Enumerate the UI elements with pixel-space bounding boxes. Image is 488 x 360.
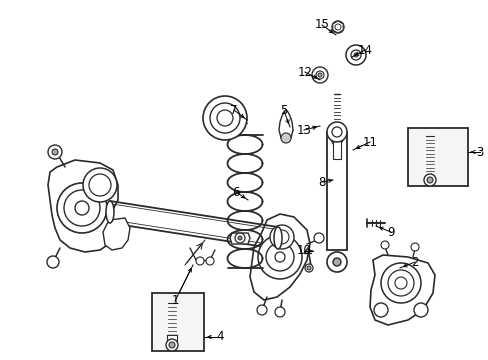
Ellipse shape xyxy=(273,227,282,249)
Circle shape xyxy=(235,233,244,243)
Polygon shape xyxy=(279,110,292,138)
Bar xyxy=(332,129,340,159)
Circle shape xyxy=(274,252,285,262)
Circle shape xyxy=(326,122,346,142)
Circle shape xyxy=(380,241,388,249)
Polygon shape xyxy=(229,233,249,244)
Circle shape xyxy=(373,303,387,317)
Circle shape xyxy=(169,342,175,348)
Circle shape xyxy=(387,270,413,296)
Text: 13: 13 xyxy=(296,123,311,136)
Circle shape xyxy=(317,73,321,77)
Circle shape xyxy=(265,243,293,271)
Circle shape xyxy=(47,256,59,268)
Text: 10: 10 xyxy=(296,244,311,257)
Circle shape xyxy=(350,50,360,60)
Circle shape xyxy=(238,236,242,240)
Circle shape xyxy=(331,21,343,33)
Bar xyxy=(167,335,177,341)
Circle shape xyxy=(205,257,214,265)
Circle shape xyxy=(64,190,100,226)
Circle shape xyxy=(380,263,420,303)
Circle shape xyxy=(209,103,240,133)
Polygon shape xyxy=(332,21,343,33)
Circle shape xyxy=(75,201,89,215)
Circle shape xyxy=(48,145,62,159)
Text: 12: 12 xyxy=(297,66,312,78)
Circle shape xyxy=(306,266,310,270)
Circle shape xyxy=(423,174,435,186)
Circle shape xyxy=(394,277,406,289)
Text: 8: 8 xyxy=(318,175,325,189)
Text: 1: 1 xyxy=(171,294,179,307)
Circle shape xyxy=(331,127,341,137)
Circle shape xyxy=(217,110,232,126)
Text: 14: 14 xyxy=(357,44,372,57)
Text: 9: 9 xyxy=(386,225,394,238)
Circle shape xyxy=(52,149,58,155)
Circle shape xyxy=(258,235,302,279)
Circle shape xyxy=(305,264,312,272)
Circle shape xyxy=(332,258,340,266)
Circle shape xyxy=(426,177,432,183)
Bar xyxy=(407,128,467,186)
Circle shape xyxy=(315,71,324,79)
Circle shape xyxy=(83,168,117,202)
Circle shape xyxy=(311,67,327,83)
Text: 15: 15 xyxy=(314,18,329,31)
Circle shape xyxy=(353,53,357,57)
Circle shape xyxy=(334,24,340,30)
Polygon shape xyxy=(48,160,118,252)
Text: 4: 4 xyxy=(216,330,224,343)
Circle shape xyxy=(410,243,418,251)
Bar xyxy=(326,132,346,250)
Text: 6: 6 xyxy=(232,185,239,198)
Bar xyxy=(152,293,203,351)
Circle shape xyxy=(203,96,246,140)
Text: 2: 2 xyxy=(410,256,418,269)
Text: 11: 11 xyxy=(362,135,377,148)
Polygon shape xyxy=(249,214,309,300)
Circle shape xyxy=(413,303,427,317)
Circle shape xyxy=(57,183,107,233)
Circle shape xyxy=(326,252,346,272)
Circle shape xyxy=(165,339,178,351)
Circle shape xyxy=(269,225,293,249)
Circle shape xyxy=(274,230,288,244)
Circle shape xyxy=(89,174,111,196)
Text: 5: 5 xyxy=(280,104,287,117)
Circle shape xyxy=(313,233,324,243)
Circle shape xyxy=(281,133,290,143)
Circle shape xyxy=(257,305,266,315)
Ellipse shape xyxy=(106,201,114,223)
Polygon shape xyxy=(369,255,434,325)
Polygon shape xyxy=(103,218,130,250)
Text: 3: 3 xyxy=(475,145,483,158)
Circle shape xyxy=(196,257,203,265)
Text: 7: 7 xyxy=(230,104,237,117)
Circle shape xyxy=(346,45,365,65)
Circle shape xyxy=(274,307,285,317)
